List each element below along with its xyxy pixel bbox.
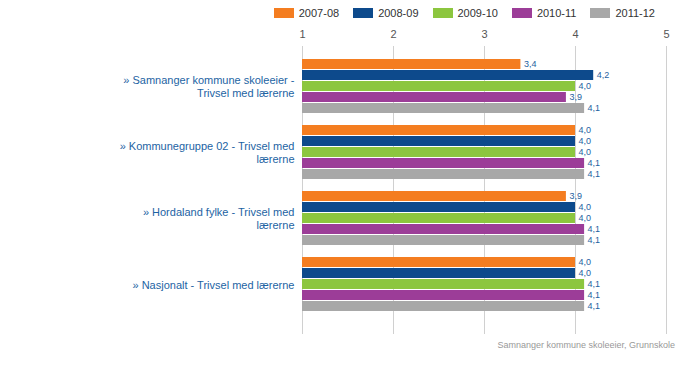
svg-text:4,2: 4,2	[597, 70, 610, 80]
svg-text:2: 2	[390, 28, 396, 40]
svg-text:4,1: 4,1	[588, 103, 601, 113]
svg-text:» Nasjonalt - Trivsel med lære: » Nasjonalt - Trivsel med lærerne	[132, 279, 294, 291]
svg-text:3,9: 3,9	[569, 191, 582, 201]
html-text:2007-08: 2007-08	[298, 7, 340, 19]
svg-text:4,0: 4,0	[579, 257, 592, 267]
html-text:2008-09: 2008-09	[378, 7, 419, 19]
svg-text:4,0: 4,0	[579, 213, 592, 223]
svg-text:» Kommunegruppe 02 - Trivsel m: » Kommunegruppe 02 - Trivsel medlærerne	[120, 140, 295, 165]
svg-text:4,1: 4,1	[588, 279, 601, 289]
svg-text:4,0: 4,0	[579, 147, 592, 157]
svg-text:4,1: 4,1	[588, 169, 601, 179]
html-text:Samnanger kommune skoleeier, G: Samnanger kommune skoleeier, Grunnskole	[497, 340, 675, 350]
html-text:2010-11: 2010-11	[536, 7, 577, 19]
svg-text:» Samnanger kommune skoleeier: » Samnanger kommune skoleeier -Trivsel m…	[123, 74, 295, 99]
svg-text:3,9: 3,9	[569, 92, 582, 102]
svg-text:4,0: 4,0	[579, 202, 592, 212]
svg-text:» Hordaland fylke - Trivsel me: » Hordaland fylke - Trivsel medlærerne	[143, 206, 295, 231]
svg-text:4,1: 4,1	[588, 290, 601, 300]
svg-text:4,1: 4,1	[588, 301, 601, 311]
svg-text:4,0: 4,0	[579, 268, 592, 278]
html-text:2009-10: 2009-10	[457, 7, 498, 19]
svg-text:3,4: 3,4	[524, 59, 537, 69]
svg-text:4,0: 4,0	[579, 136, 592, 146]
svg-text:5: 5	[663, 28, 669, 40]
svg-text:4,1: 4,1	[588, 235, 601, 245]
svg-text:4,1: 4,1	[588, 158, 601, 168]
svg-text:4,0: 4,0	[579, 81, 592, 91]
svg-text:4,1: 4,1	[588, 224, 601, 234]
svg-text:4: 4	[572, 28, 578, 40]
html-text:2011-12: 2011-12	[615, 7, 655, 19]
svg-text:1: 1	[299, 28, 305, 40]
svg-text:3: 3	[481, 28, 487, 40]
svg-text:4,0: 4,0	[579, 125, 592, 135]
